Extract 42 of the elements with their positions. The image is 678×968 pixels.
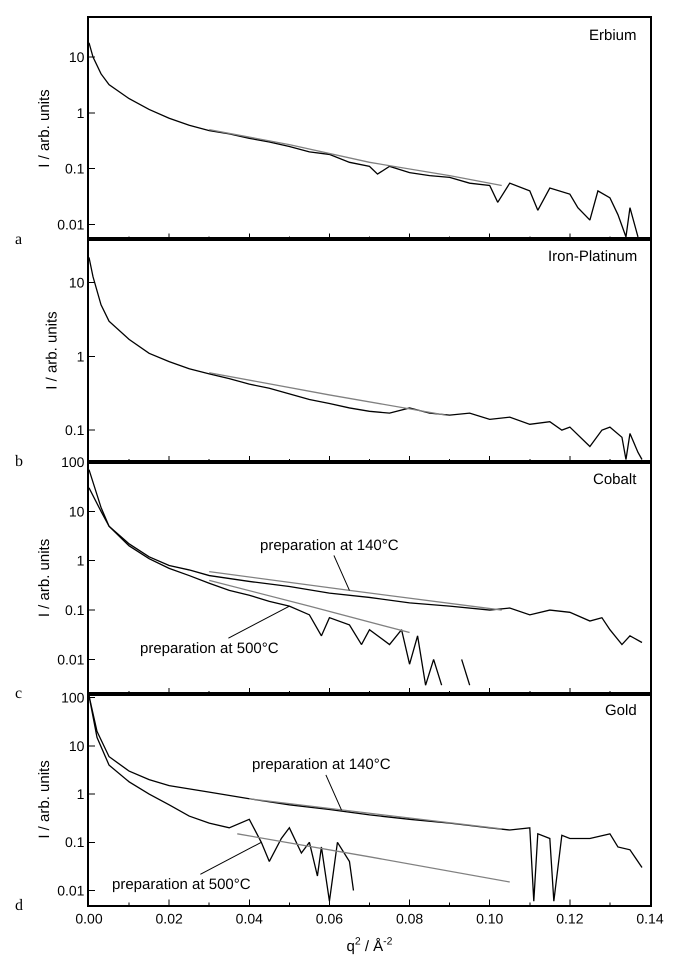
y-tick-label: 100 [61, 690, 85, 706]
text: Cobalt [593, 471, 638, 488]
y-tick-label: 10 [68, 503, 85, 520]
y-tick-label: 0.1 [64, 834, 85, 850]
y-axis-title: I / arb. units [36, 89, 53, 168]
x-tick-label: 0.06 [316, 910, 344, 927]
y-tick-label: 0.01 [57, 651, 85, 668]
y-tick-label: 1 [76, 348, 85, 364]
x-tick-label: 0.00 [75, 910, 103, 927]
y-tick-label: 10 [68, 738, 85, 754]
annotation: preparation at 140°C [252, 756, 391, 773]
x-tick-label: 0.02 [156, 910, 183, 927]
text: d [15, 897, 23, 914]
y-tick-label: 0.1 [64, 422, 85, 438]
text: c [15, 685, 22, 702]
annotation: preparation at 500°C [140, 640, 279, 657]
y-tick-label: 0.1 [64, 160, 85, 177]
y-tick-label: 10 [68, 48, 85, 65]
y-axis-title: I / arb. units [44, 311, 61, 390]
text: b [15, 453, 23, 470]
y-tick-label: 1 [76, 786, 85, 802]
text: Erbium [589, 27, 637, 44]
x-tick-label: 0.08 [396, 910, 424, 927]
annotation: preparation at 500°C [112, 876, 251, 893]
y-tick-label: 0.1 [64, 602, 85, 618]
y-tick-label: 0.01 [57, 216, 85, 232]
x-axis-title: q$^{2}$ / Å$^{-2}$ [346, 936, 393, 956]
y-tick-label: 1 [76, 104, 85, 121]
text: a [15, 231, 22, 248]
text: Gold [605, 702, 637, 719]
x-tick-label: 0.10 [476, 910, 504, 927]
y-axis-title: I / arb. units [36, 538, 53, 618]
annotation: preparation at 140°C [260, 537, 399, 554]
x-tick-label: 0.12 [556, 910, 584, 927]
y-tick-label: 100 [61, 454, 85, 470]
x-tick-label: 0.14 [636, 910, 664, 927]
y-tick-label: 1 [76, 552, 85, 569]
x-tick-label: 0.04 [236, 910, 264, 927]
y-tick-label: 0.01 [57, 882, 85, 898]
y-tick-label: 10 [68, 274, 85, 291]
text: Iron-Platinum [548, 248, 638, 265]
y-axis-title: I / arb. units [36, 760, 53, 839]
